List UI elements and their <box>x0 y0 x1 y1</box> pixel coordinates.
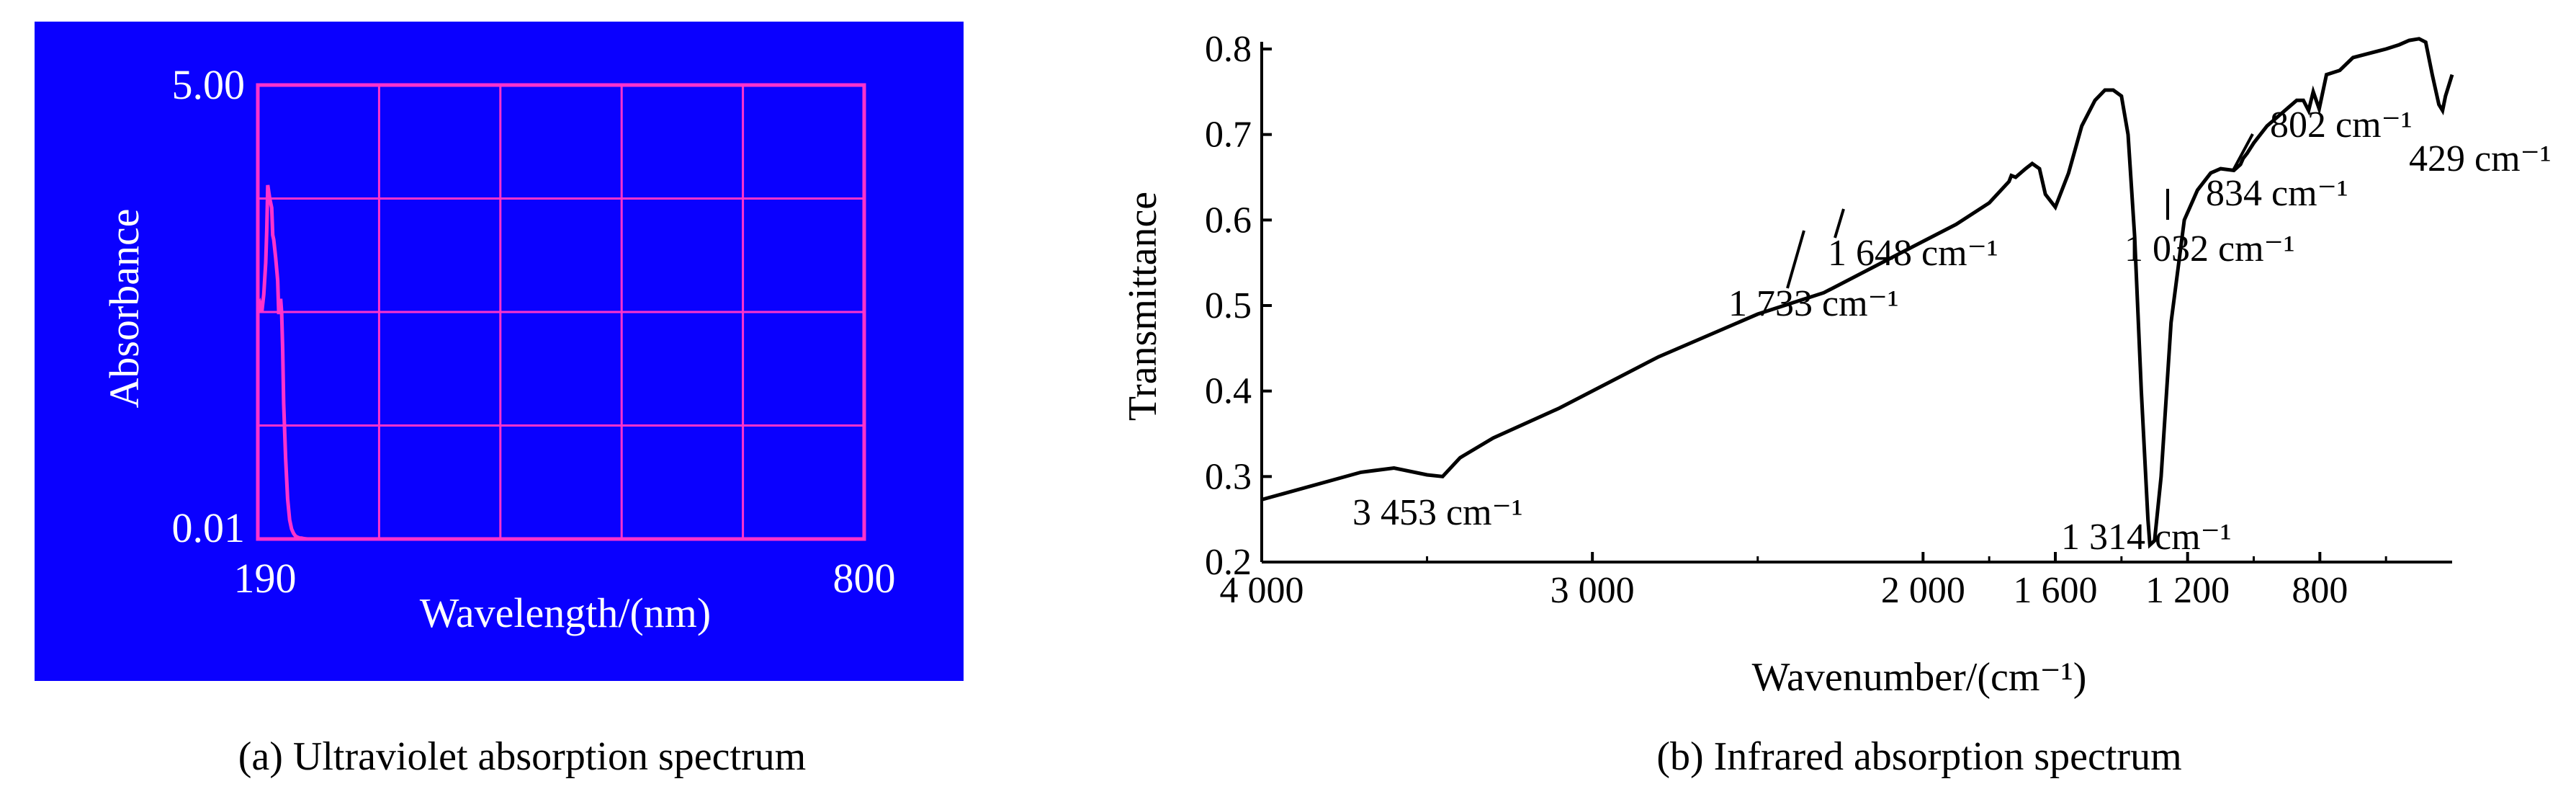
ir-y-tick-label: 0.7 <box>1205 115 1252 156</box>
ir-annotation-429: 429 cm⁻¹ <box>2409 138 2552 179</box>
ir-arrow-1648 <box>1834 208 1845 239</box>
uv-y-axis-label: Absorbance <box>101 208 148 408</box>
uv-y-tick-label-top: 5.00 <box>172 61 246 108</box>
ir-x-tick-label: 2 000 <box>1881 570 1965 611</box>
ir-annotation-1648: 1 648 cm⁻¹ <box>1828 233 1998 274</box>
uv-caption: (a) Ultraviolet absorption spectrum <box>238 734 806 779</box>
uv-y-tick-label-bottom: 0.01 <box>172 504 246 551</box>
ir-y-axis-label: Transmittance <box>1121 192 1165 421</box>
ir-x-ticks: 4 000 3 000 2 000 1 600 1 200 800 <box>1220 552 2387 611</box>
ir-x-tick-label: 1 600 <box>2014 570 2098 611</box>
ir-x-tick-label: 800 <box>2292 570 2348 611</box>
ir-y-tick-label: 0.2 <box>1205 542 1252 583</box>
uv-x-axis-label: Wavelength/(nm) <box>420 589 711 636</box>
ir-y-tick-label: 0.6 <box>1205 200 1252 241</box>
ir-annotation-3453: 3 453 cm⁻¹ <box>1352 492 1523 533</box>
uv-x-tick-label-right: 800 <box>833 555 896 602</box>
ir-spectrum-chart: 4 000 3 000 2 000 1 600 1 200 800 0.20.30.40.… <box>1121 29 2552 700</box>
ir-arrow-834 <box>2231 133 2254 172</box>
ir-annotation-1032: 1 032 cm⁻¹ <box>2124 228 2295 269</box>
ir-annotation-1314: 1 314 cm⁻¹ <box>2061 517 2232 558</box>
ir-x-tick-label: 4 000 <box>1220 570 1304 611</box>
ir-annotations: 3 453 cm⁻¹ 1 733 cm⁻¹ 1 648 cm⁻¹ 1 314 c… <box>1352 104 2552 558</box>
ir-x-tick-label: 3 000 <box>1550 570 1635 611</box>
uv-x-tick-label-left: 190 <box>234 555 297 602</box>
uv-series-line <box>256 184 864 541</box>
ir-annotation-834: 834 cm⁻¹ <box>2206 173 2348 214</box>
ir-y-ticks: 0.2 0.3 0.4 0.5 0.6 0.7 0.8 <box>1205 29 1272 583</box>
ir-series-line <box>1261 37 2454 549</box>
ir-caption: (b) Infrared absorption spectrum <box>1656 734 2181 779</box>
ir-x-tick-label: 1 200 <box>2145 570 2230 611</box>
ir-y-tick-label: 0.5 <box>1205 285 1252 326</box>
uv-chart-background <box>35 22 964 681</box>
ir-y-tick-label: 0.3 <box>1205 456 1252 497</box>
ir-x-axis-label: Wavenumber/(cm⁻¹) <box>1752 655 2087 700</box>
ir-annotation-802: 802 cm⁻¹ <box>2270 104 2413 146</box>
ir-arrow-1733 <box>1786 230 1805 289</box>
ir-y-tick-label: 0.4 <box>1205 371 1252 412</box>
ir-y-tick-label: 0.8 <box>1205 29 1252 70</box>
uv-grid <box>258 85 864 539</box>
uv-spectrum-chart: 5.00 0.01 190 800 Wavelength/(nm) Absorb… <box>35 22 964 681</box>
ir-annotation-1733: 1 733 cm⁻¹ <box>1728 283 1899 324</box>
